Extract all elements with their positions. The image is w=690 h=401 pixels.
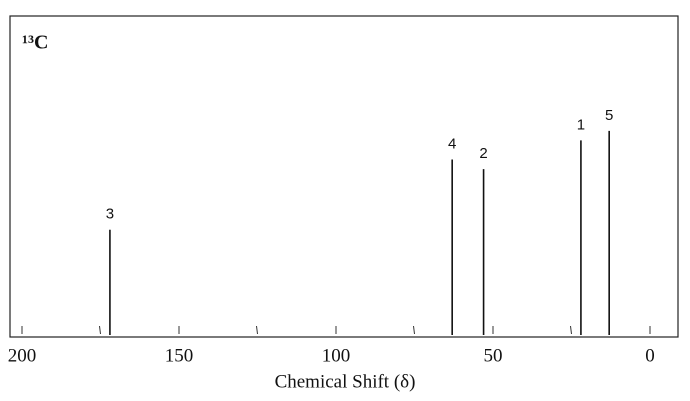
x-minor-tick (256, 325, 258, 335)
peak-label: 3 (106, 206, 114, 223)
peak-label: 4 (448, 136, 456, 153)
x-tick-label: 100 (322, 345, 351, 366)
chart-title: ¹³C (22, 32, 48, 54)
x-axis-label: Chemical Shift (δ) (275, 371, 416, 392)
x-tick-label: 0 (645, 345, 655, 366)
x-minor-tick (99, 325, 101, 335)
peak-label: 2 (479, 145, 487, 162)
x-minor-tick (413, 325, 415, 335)
x-minor-tick (570, 325, 572, 335)
x-tick-label: 150 (165, 345, 194, 366)
peak-label: 5 (605, 107, 613, 124)
peak-label: 1 (577, 116, 585, 133)
plot-frame (9, 15, 679, 338)
x-tick-label: 200 (8, 345, 37, 366)
x-tick-label: 50 (484, 345, 503, 366)
